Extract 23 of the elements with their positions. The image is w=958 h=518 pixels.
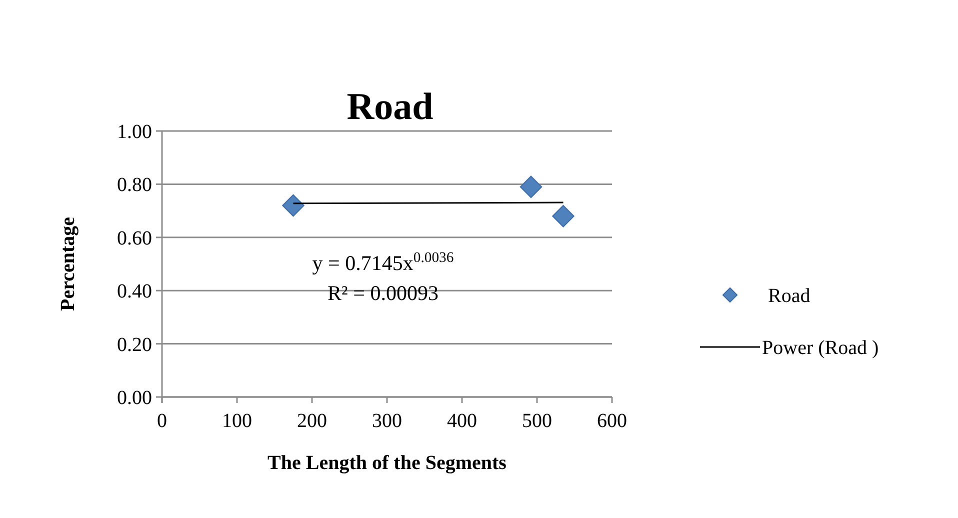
annotation: R² = 0.00093 bbox=[328, 281, 438, 305]
x-tick-label: 500 bbox=[522, 410, 552, 432]
x-tick-label: 100 bbox=[222, 410, 252, 432]
y-tick-label: 0.60 bbox=[117, 227, 152, 250]
legend-label: Road bbox=[768, 285, 810, 307]
y-tick-label: 1.00 bbox=[117, 121, 152, 143]
y-tick-label: 0.80 bbox=[117, 174, 152, 196]
y-tick-label: 0.20 bbox=[117, 334, 152, 356]
point bbox=[552, 204, 574, 228]
y-tick-label: 0.00 bbox=[117, 387, 152, 409]
x-axis-title: The Length of the Segments bbox=[268, 452, 507, 474]
x-tick-label: 300 bbox=[372, 410, 402, 432]
point bbox=[520, 176, 542, 198]
annotation: y = 0.7145x$^{0.0036}$ bbox=[312, 250, 454, 275]
point bbox=[282, 194, 304, 217]
y-tick-label: 0.40 bbox=[117, 280, 152, 303]
x-tick-label: 200 bbox=[297, 410, 327, 432]
x-tick-label: 0 bbox=[157, 410, 167, 432]
x-tick-label: 400 bbox=[447, 410, 477, 432]
y-axis-title: Percentage bbox=[57, 216, 79, 312]
legend-label: Power (Road ) bbox=[762, 337, 879, 359]
x-tick-label: 600 bbox=[597, 410, 627, 432]
chart-title: Road bbox=[346, 86, 434, 128]
